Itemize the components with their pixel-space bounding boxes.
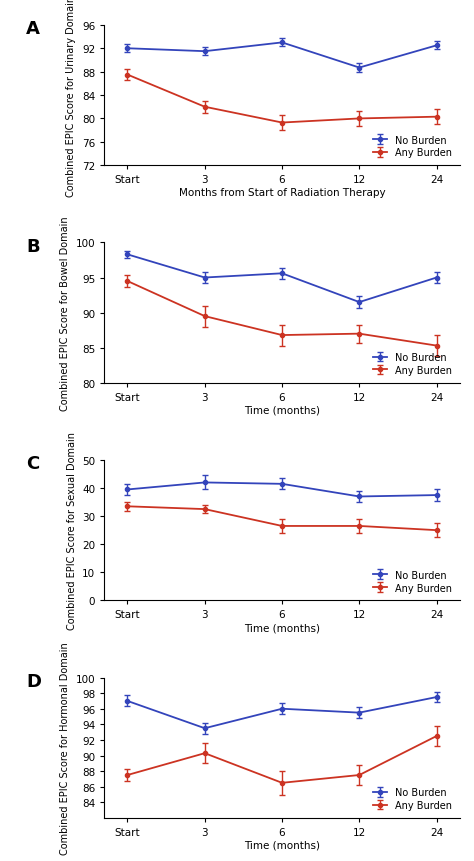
- Legend: No Burden, Any Burden: No Burden, Any Burden: [370, 567, 455, 596]
- Y-axis label: Combined EPIC Score for Sexual Domain: Combined EPIC Score for Sexual Domain: [66, 431, 77, 629]
- Y-axis label: Combined EPIC Score for Bowel Domain: Combined EPIC Score for Bowel Domain: [60, 216, 70, 411]
- Legend: No Burden, Any Burden: No Burden, Any Burden: [370, 784, 455, 813]
- Y-axis label: Combined EPIC Score for Hormonal Domain: Combined EPIC Score for Hormonal Domain: [60, 641, 70, 854]
- X-axis label: Time (months): Time (months): [244, 839, 320, 850]
- X-axis label: Time (months): Time (months): [244, 623, 320, 633]
- Text: B: B: [26, 238, 40, 256]
- Text: A: A: [26, 20, 40, 38]
- X-axis label: Time (months): Time (months): [244, 406, 320, 415]
- Y-axis label: Combined EPIC Score for Urinary Domain: Combined EPIC Score for Urinary Domain: [66, 0, 76, 196]
- Legend: No Burden, Any Burden: No Burden, Any Burden: [370, 350, 455, 379]
- Text: C: C: [26, 455, 39, 473]
- Legend: No Burden, Any Burden: No Burden, Any Burden: [370, 133, 455, 161]
- X-axis label: Months from Start of Radiation Therapy: Months from Start of Radiation Therapy: [179, 188, 385, 198]
- Text: D: D: [26, 672, 41, 691]
